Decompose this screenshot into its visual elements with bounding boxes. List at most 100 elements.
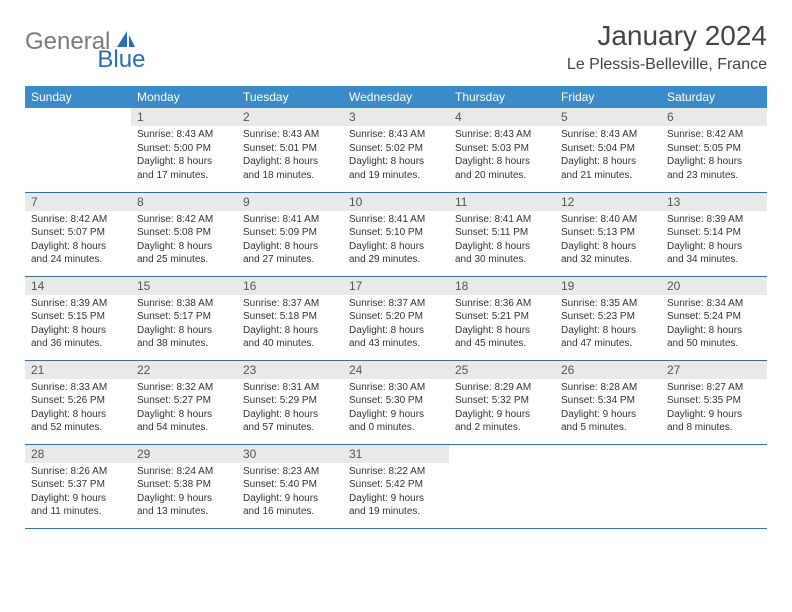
sunrise-line: Sunrise: 8:41 AM [349,214,425,225]
day-content: Sunrise: 8:39 AMSunset: 5:14 PMDaylight:… [661,211,767,271]
daylight-line: Daylight: 9 hours and 8 minutes. [667,409,742,434]
day-content: Sunrise: 8:39 AMSunset: 5:15 PMDaylight:… [25,295,131,355]
sunset-line: Sunset: 5:32 PM [455,395,529,406]
sunrise-line: Sunrise: 8:43 AM [349,129,425,140]
calendar-day-cell: 26Sunrise: 8:28 AMSunset: 5:34 PMDayligh… [555,360,661,444]
day-number: 21 [25,361,131,379]
daylight-line: Daylight: 9 hours and 2 minutes. [455,409,530,434]
daylight-line: Daylight: 8 hours and 21 minutes. [561,156,636,181]
sunrise-line: Sunrise: 8:43 AM [561,129,637,140]
day-number: 13 [661,193,767,211]
calendar-day-cell: 24Sunrise: 8:30 AMSunset: 5:30 PMDayligh… [343,360,449,444]
calendar-day-cell: 29Sunrise: 8:24 AMSunset: 5:38 PMDayligh… [131,444,237,528]
sunrise-line: Sunrise: 8:40 AM [561,214,637,225]
calendar-empty-cell [661,444,767,528]
sunset-line: Sunset: 5:10 PM [349,227,423,238]
sunset-line: Sunset: 5:03 PM [455,143,529,154]
daylight-line: Daylight: 9 hours and 0 minutes. [349,409,424,434]
daylight-line: Daylight: 8 hours and 30 minutes. [455,241,530,266]
calendar-day-cell: 7Sunrise: 8:42 AMSunset: 5:07 PMDaylight… [25,192,131,276]
calendar-row: 7Sunrise: 8:42 AMSunset: 5:07 PMDaylight… [25,192,767,276]
day-number: 16 [237,277,343,295]
sunset-line: Sunset: 5:05 PM [667,143,741,154]
day-content: Sunrise: 8:41 AMSunset: 5:11 PMDaylight:… [449,211,555,271]
daylight-line: Daylight: 9 hours and 13 minutes. [137,493,212,518]
sunset-line: Sunset: 5:01 PM [243,143,317,154]
day-content: Sunrise: 8:23 AMSunset: 5:40 PMDaylight:… [237,463,343,523]
day-content: Sunrise: 8:41 AMSunset: 5:09 PMDaylight:… [237,211,343,271]
calendar-day-cell: 25Sunrise: 8:29 AMSunset: 5:32 PMDayligh… [449,360,555,444]
calendar-day-cell: 30Sunrise: 8:23 AMSunset: 5:40 PMDayligh… [237,444,343,528]
calendar-day-cell: 27Sunrise: 8:27 AMSunset: 5:35 PMDayligh… [661,360,767,444]
calendar-day-cell: 5Sunrise: 8:43 AMSunset: 5:04 PMDaylight… [555,108,661,192]
sunrise-line: Sunrise: 8:35 AM [561,298,637,309]
day-number: 26 [555,361,661,379]
day-number: 1 [131,108,237,126]
sunset-line: Sunset: 5:02 PM [349,143,423,154]
day-number: 11 [449,193,555,211]
daylight-line: Daylight: 8 hours and 45 minutes. [455,325,530,350]
sunrise-line: Sunrise: 8:41 AM [455,214,531,225]
sunrise-line: Sunrise: 8:27 AM [667,382,743,393]
sunset-line: Sunset: 5:29 PM [243,395,317,406]
day-number: 5 [555,108,661,126]
day-content: Sunrise: 8:36 AMSunset: 5:21 PMDaylight:… [449,295,555,355]
sunset-line: Sunset: 5:24 PM [667,311,741,322]
calendar-day-cell: 31Sunrise: 8:22 AMSunset: 5:42 PMDayligh… [343,444,449,528]
day-content: Sunrise: 8:43 AMSunset: 5:04 PMDaylight:… [555,126,661,186]
sunrise-line: Sunrise: 8:43 AM [243,129,319,140]
day-content: Sunrise: 8:27 AMSunset: 5:35 PMDaylight:… [661,379,767,439]
day-content: Sunrise: 8:33 AMSunset: 5:26 PMDaylight:… [25,379,131,439]
calendar-day-cell: 20Sunrise: 8:34 AMSunset: 5:24 PMDayligh… [661,276,767,360]
daylight-line: Daylight: 8 hours and 29 minutes. [349,241,424,266]
day-content: Sunrise: 8:40 AM Sunset: 5:13 PM Daylight:… [555,211,661,271]
sunrise-line: Sunrise: 8:34 AM [667,298,743,309]
day-content: Sunrise: 8:28 AMSunset: 5:34 PMDaylight:… [555,379,661,439]
weekday-header-row: SundayMondayTuesdayWednesdayThursdayFrid… [25,86,767,108]
day-content: Sunrise: 8:29 AM Sunset: 5:32 PM Daylight:… [449,379,555,439]
calendar-row: 28Sunrise: 8:26 AMSunset: 5:37 PMDayligh… [25,444,767,528]
day-content: Sunrise: 8:38 AMSunset: 5:17 PMDaylight:… [131,295,237,355]
sunrise-line: Sunrise: 8:39 AM [31,298,107,309]
day-number: 3 [343,108,449,126]
calendar-day-cell: 17Sunrise: 8:37 AMSunset: 5:20 PMDayligh… [343,276,449,360]
sunrise-line: Sunrise: 8:28 AM [561,382,637,393]
sunset-line: Sunset: 5:15 PM [31,311,105,322]
calendar-day-cell: 15Sunrise: 8:38 AMSunset: 5:17 PMDayligh… [131,276,237,360]
day-number: 10 [343,193,449,211]
calendar-day-cell: 2Sunrise: 8:43 AMSunset: 5:01 PMDaylight… [237,108,343,192]
sunrise-line: Sunrise: 8:42 AM [137,214,213,225]
sunset-line: Sunset: 5:07 PM [31,227,105,238]
weekday-header: Sunday [25,86,131,108]
sunset-line: Sunset: 5:26 PM [31,395,105,406]
day-content: Sunrise: 8:24 AMSunset: 5:38 PMDaylight:… [131,463,237,523]
day-number: 18 [449,277,555,295]
day-number: 29 [131,445,237,463]
sunset-line: Sunset: 5:23 PM [561,311,635,322]
sunrise-line: Sunrise: 8:30 AM [349,382,425,393]
sunrise-line: Sunrise: 8:41 AM [243,214,319,225]
sunrise-line: Sunrise: 8:26 AM [31,466,107,477]
day-number: 15 [131,277,237,295]
sunrise-line: Sunrise: 8:36 AM [455,298,531,309]
sunrise-line: Sunrise: 8:42 AM [31,214,107,225]
daylight-line: Daylight: 8 hours and 32 minutes. [561,241,636,266]
sunrise-line: Sunrise: 8:29 AM [455,382,531,393]
calendar-day-cell: 9Sunrise: 8:41 AMSunset: 5:09 PMDaylight… [237,192,343,276]
sunrise-line: Sunrise: 8:43 AM [455,129,531,140]
day-content: Sunrise: 8:42 AMSunset: 5:08 PMDaylight:… [131,211,237,271]
daylight-line: Daylight: 8 hours and 43 minutes. [349,325,424,350]
day-content: Sunrise: 8:37 AMSunset: 5:20 PMDaylight:… [343,295,449,355]
daylight-line: Daylight: 8 hours and 23 minutes. [667,156,742,181]
day-content: Sunrise: 8:43 AMSunset: 5:03 PMDaylight:… [449,126,555,186]
calendar-day-cell: 28Sunrise: 8:26 AMSunset: 5:37 PMDayligh… [25,444,131,528]
calendar-body: 1Sunrise: 8:43 AMSunset: 5:00 PMDaylight… [25,108,767,528]
sunset-line: Sunset: 5:13 PM [561,227,635,238]
day-content: Sunrise: 8:22 AMSunset: 5:42 PMDaylight:… [343,463,449,523]
sunrise-line: Sunrise: 8:39 AM [667,214,743,225]
sunset-line: Sunset: 5:42 PM [349,479,423,490]
daylight-line: Daylight: 8 hours and 57 minutes. [243,409,318,434]
day-number: 30 [237,445,343,463]
day-number: 28 [25,445,131,463]
sunrise-line: Sunrise: 8:33 AM [31,382,107,393]
